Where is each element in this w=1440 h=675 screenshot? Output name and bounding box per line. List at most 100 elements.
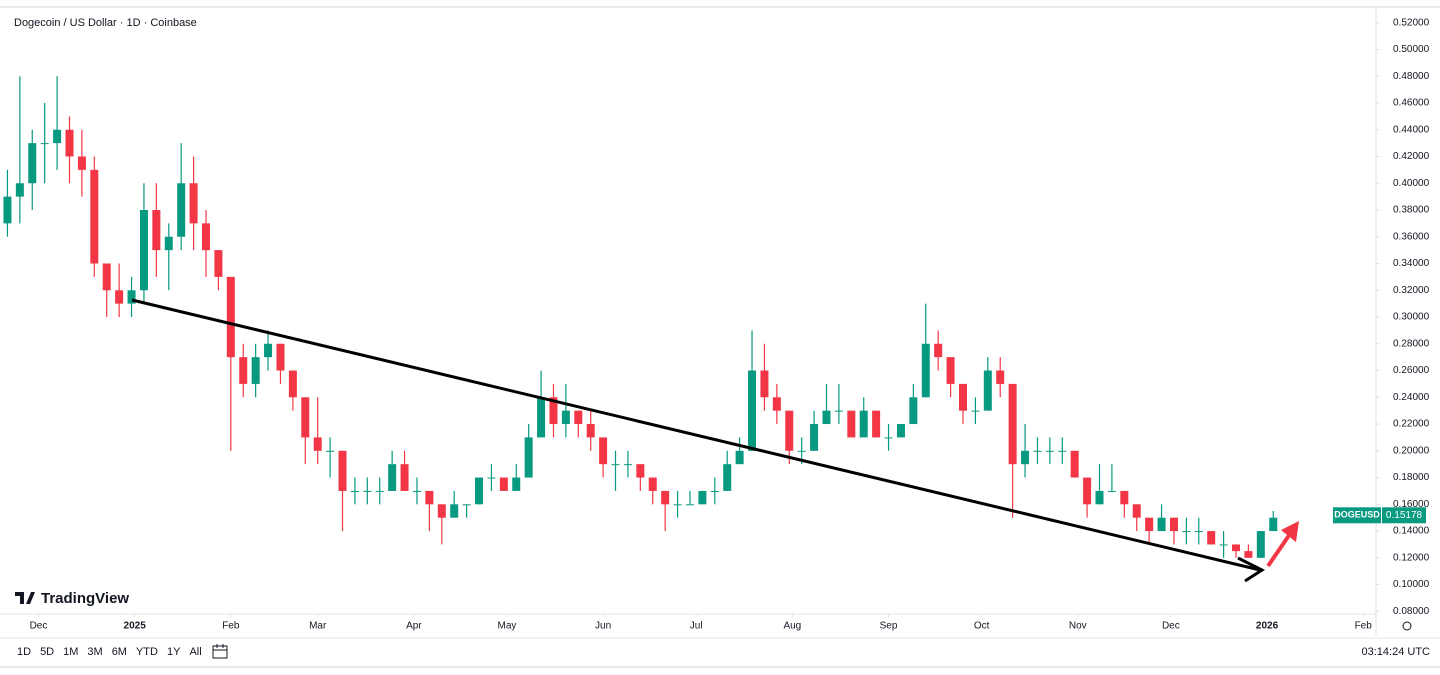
candle-body: [921, 343, 930, 398]
candles: [3, 76, 1278, 558]
candle-body: [15, 183, 24, 197]
x-tick-label: Aug: [783, 621, 801, 632]
y-tick-label: 0.12000: [1393, 552, 1430, 563]
y-tick-label: 0.16000: [1393, 499, 1430, 510]
candle-body: [1182, 531, 1191, 533]
y-tick-label: 0.50000: [1393, 44, 1430, 55]
candle-body: [623, 464, 632, 466]
timeframe-button[interactable]: 6M: [112, 646, 127, 658]
candle-body: [599, 437, 608, 465]
candle-body: [164, 236, 173, 251]
y-tick-label: 0.30000: [1393, 312, 1430, 323]
y-tick-label: 0.24000: [1393, 392, 1430, 403]
up-arrowhead: [1281, 521, 1299, 542]
candle-body: [735, 450, 744, 465]
candle-body: [276, 343, 285, 371]
timeframe-button[interactable]: 3M: [87, 646, 102, 658]
candle-body: [28, 143, 37, 184]
y-tick-label: 0.10000: [1393, 579, 1430, 590]
candle-body: [214, 250, 223, 277]
candle-body: [971, 410, 980, 412]
toolbar[interactable]: 1D 5D 1M 3M 6M YTD 1Y All: [17, 646, 202, 658]
candle-body: [487, 477, 496, 479]
timeframe-button[interactable]: YTD: [136, 646, 158, 658]
y-tick-label: 0.42000: [1393, 151, 1430, 162]
chart-title: Dogecoin / US Dollar · 1D · Coinbase: [14, 17, 197, 29]
candle-body: [537, 397, 546, 438]
candle-body: [710, 490, 719, 492]
x-tick-label: Nov: [1069, 621, 1087, 632]
candle-body: [375, 490, 384, 492]
candle-body: [400, 464, 409, 491]
candle-body: [698, 490, 707, 505]
x-tick-label: Dec: [1162, 621, 1180, 632]
symbol-badge: [1333, 507, 1381, 524]
y-tick-label: 0.34000: [1393, 258, 1430, 269]
date-range-icon[interactable]: [212, 644, 228, 659]
y-tick-label: 0.08000: [1393, 606, 1430, 617]
candle-body: [288, 370, 297, 398]
candle-body: [53, 129, 62, 144]
candle-body: [152, 210, 161, 251]
candle-body: [810, 424, 819, 451]
candle-body: [884, 437, 893, 439]
x-tick-label: Jul: [690, 621, 703, 632]
timeframe-button[interactable]: 1D: [17, 646, 31, 658]
candle-body: [611, 464, 620, 466]
candle-body: [1021, 450, 1030, 465]
candle-body: [475, 477, 484, 505]
timeframe-button[interactable]: 1Y: [167, 646, 181, 658]
candle-body: [177, 183, 186, 237]
timeframe-button[interactable]: 1M: [63, 646, 78, 658]
candle-body: [363, 490, 372, 492]
candle-body: [1107, 490, 1116, 492]
x-tick-label: Jun: [595, 621, 611, 632]
candle-body: [946, 357, 955, 384]
price-axis: 0.08000 0.10000 0.12000 0.14000 0.16000 0.180…: [1376, 17, 1430, 617]
candle-body: [139, 210, 148, 291]
timeframe-button[interactable]: All: [189, 646, 201, 658]
candle-body: [648, 477, 657, 491]
y-tick-label: 0.38000: [1393, 205, 1430, 216]
candle-body: [412, 490, 421, 492]
y-tick-label: 0.36000: [1393, 231, 1430, 242]
candle-body: [524, 437, 533, 478]
candle-body: [760, 370, 769, 398]
candle-body: [1194, 531, 1203, 533]
x-tick-label: Apr: [406, 621, 422, 632]
settings-icon[interactable]: [1402, 621, 1412, 631]
candle-body: [1132, 504, 1141, 518]
candle-body: [326, 450, 335, 452]
candle-body: [264, 343, 273, 358]
up-arrow: [1266, 532, 1292, 568]
candle-body: [797, 450, 806, 452]
candle-body: [1058, 450, 1067, 452]
candle-body: [3, 196, 12, 224]
candle-body: [834, 410, 843, 412]
x-tick-label: Feb: [222, 621, 240, 632]
candle-body: [1083, 477, 1092, 505]
candle-body: [127, 290, 136, 304]
y-tick-label: 0.44000: [1393, 124, 1430, 135]
candle-body: [1219, 544, 1228, 546]
timeframe-button[interactable]: 5D: [40, 646, 54, 658]
candle-body: [425, 490, 434, 505]
candle-body: [958, 383, 967, 411]
candle-body: [872, 410, 881, 438]
y-tick-label: 0.18000: [1393, 472, 1430, 483]
candle-body: [661, 490, 670, 505]
x-tick-label: 2025: [124, 621, 147, 632]
candle-body: [909, 397, 918, 425]
price-badge: DOGEUSD 0.15178: [1333, 507, 1426, 524]
candle-body: [983, 370, 992, 411]
candle-body: [499, 477, 508, 491]
last-price: 0.15178: [1386, 510, 1423, 521]
candle-body: [561, 410, 570, 425]
candle-body: [202, 223, 211, 251]
y-tick-label: 0.22000: [1393, 419, 1430, 430]
y-tick-label: 0.52000: [1393, 17, 1430, 28]
candle-body: [673, 504, 682, 506]
x-tick-label: Dec: [30, 621, 48, 632]
